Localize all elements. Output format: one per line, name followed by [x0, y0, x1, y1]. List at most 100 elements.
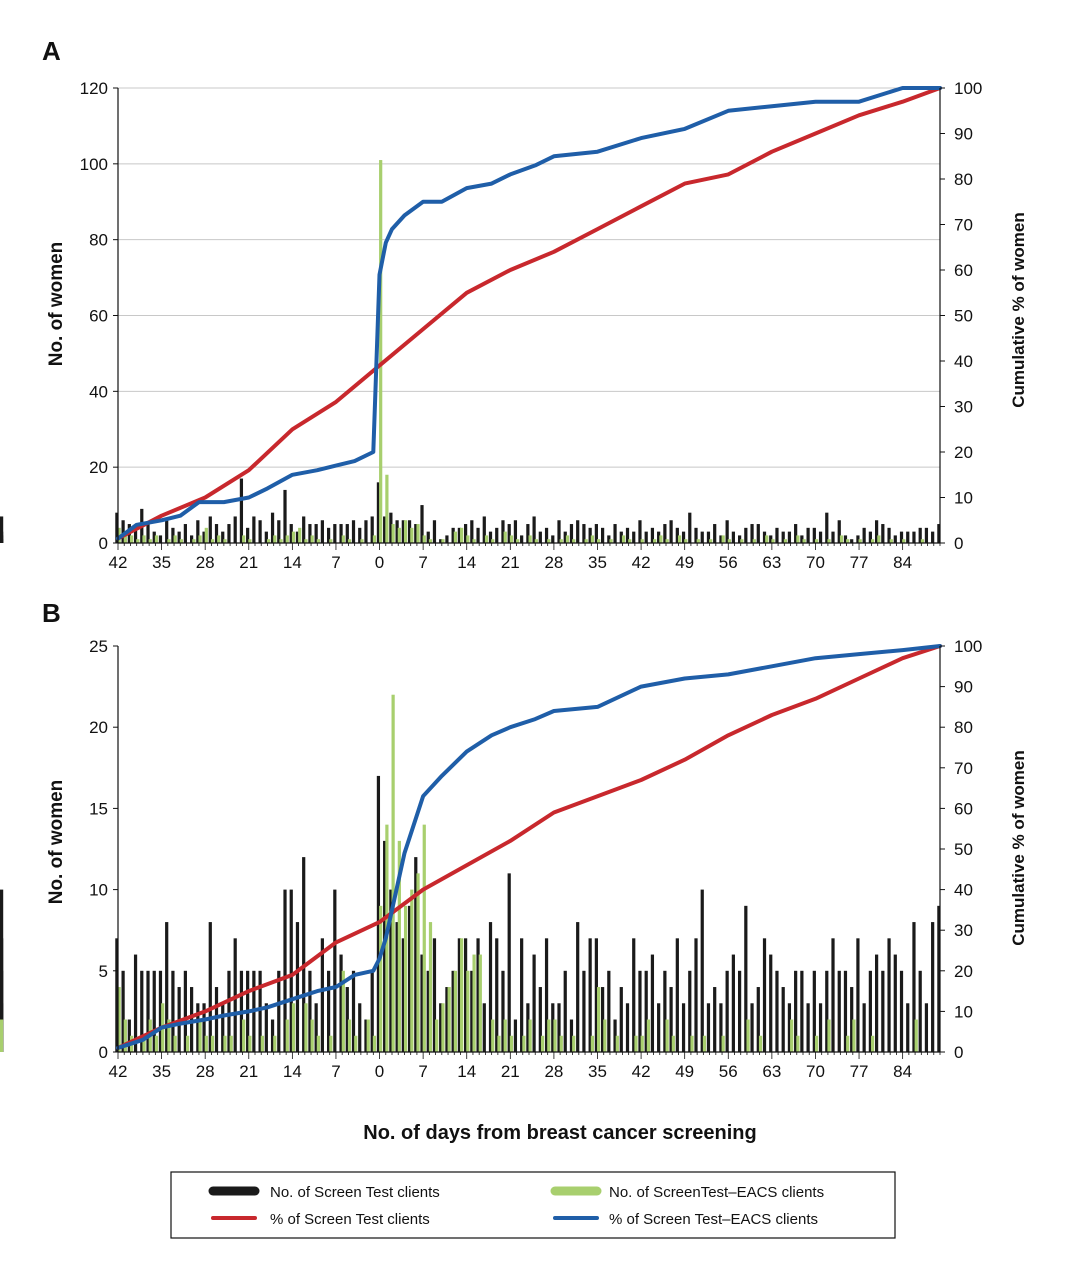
bar-a-screen-test-30 [302, 516, 306, 543]
x-tick-label-b-8: 14 [457, 1062, 476, 1081]
bar-a-eacs-72 [565, 535, 570, 543]
bar-b-eacs-61 [497, 1035, 501, 1052]
bar-b-screen-test-128 [912, 922, 916, 1052]
right-tick-label-a-9: 90 [954, 125, 973, 144]
bar-a-eacs-46 [403, 520, 408, 543]
bar-a-screen-test-93 [694, 527, 698, 543]
right-tick-label-a-8: 80 [954, 170, 973, 189]
bar-b-screen-test-18 [227, 970, 231, 1052]
bar-a-screen-test-40 [364, 520, 368, 543]
bar-a-screen-test-83 [632, 531, 636, 543]
bar-b-eacs-21 [248, 1035, 252, 1052]
bar-a-screen-test-21 [246, 527, 250, 543]
bar-b-screen-test-109 [794, 970, 798, 1052]
bar-b-screen-test-101 [744, 905, 748, 1052]
bar-b-screen-test-59 [482, 1003, 486, 1052]
bar-a-eacs-39 [360, 539, 364, 543]
x-tick-label-b-1: 35 [152, 1062, 171, 1081]
bar-b-screen-test-4 [140, 970, 144, 1052]
bar-a-screen-test-129 [918, 527, 922, 543]
bar-a-screen-test-52 [439, 539, 443, 543]
bar-b-eacs-31 [310, 1019, 314, 1052]
bar-a-eacs-98 [727, 539, 732, 543]
x-tick-label-a-10: 28 [544, 553, 563, 572]
bar-b-eacs-62 [503, 1019, 507, 1052]
bar-a-eacs-42 [379, 160, 383, 543]
bar-b-screen-test-70 [551, 1003, 555, 1052]
bar-b-screen-test-41 [370, 970, 374, 1052]
bar-b-screen-test-49 [420, 954, 424, 1052]
bar-b-screen-test-14 [202, 1003, 206, 1052]
bar-b-screen-test-60 [488, 922, 493, 1052]
bar-a-eacs-112 [814, 539, 819, 543]
right-tick-label-a-1: 10 [954, 489, 973, 508]
bar-a-eacs-59 [484, 535, 489, 543]
bar-b-screen-test-117 [843, 970, 848, 1052]
right-tick-label-a-3: 30 [954, 398, 973, 417]
bar-b-eacs-94 [702, 1035, 707, 1052]
bar-b-screen-test-67 [532, 954, 536, 1052]
bar-a-screen-test-109 [794, 524, 798, 543]
bar-b-eacs-109 [796, 1035, 800, 1052]
bar-b-screen-test-44 [389, 889, 393, 1052]
right-tick-label-b-5: 50 [954, 840, 973, 859]
bar-b-screen-test-55 [457, 938, 461, 1052]
bar-a-eacs-97 [721, 535, 725, 543]
bar-a-screen-test-23 [258, 520, 262, 543]
bar-a-eacs-124 [889, 539, 893, 543]
bar-a-eacs-109 [796, 535, 800, 543]
bar-b-screen-test-47 [407, 905, 412, 1052]
bar-a-eacs-20 [242, 535, 246, 543]
bar-b-eacs-45 [397, 840, 401, 1052]
panel-letter-b: B [42, 598, 61, 628]
bar-a-eacs-104 [765, 535, 769, 543]
bar-b-screen-test-97 [719, 1003, 723, 1052]
bar-a-eacs-54 [453, 531, 458, 543]
bar-a-eacs-49 [422, 535, 426, 543]
bar-b-screen-test-30 [302, 857, 306, 1052]
bar-b-screen-test-111 [806, 1003, 810, 1052]
bar-a-screen-test-104 [762, 531, 767, 543]
bar-a-screen-test-106 [775, 527, 779, 543]
bar-a-screen-test-110 [800, 535, 804, 543]
bar-b-screen-test-107 [781, 987, 785, 1052]
bar-b-screen-test-116 [837, 970, 841, 1052]
bar-b-screen-test-35 [333, 889, 337, 1052]
bar-b-screen-test-29 [295, 922, 300, 1052]
bar-a-eacs-93 [696, 539, 700, 543]
bar-b-screen-test-68 [538, 987, 542, 1052]
bar-b-screen-test-53 [445, 987, 449, 1052]
bar-b-screen-test-80 [613, 1019, 617, 1052]
bar-a-screen-test-38 [351, 520, 356, 543]
bar-a-eacs-95 [709, 539, 713, 543]
x-tick-label-a-11: 35 [588, 553, 607, 572]
bar-b-eacs-27 [285, 1019, 289, 1052]
bar-b-eacs-84 [640, 1035, 644, 1052]
legend-box [170, 1171, 896, 1239]
x-tick-label-a-7: 7 [418, 553, 427, 572]
x-tick-label-a-0: 42 [109, 553, 128, 572]
bar-a-screen-test-113 [818, 531, 823, 543]
bar-b-screen-test-36 [339, 954, 343, 1052]
bar-b-screen-test-58 [476, 938, 480, 1052]
bar-a-screen-test-77 [594, 524, 598, 543]
bar-b-eacs-49 [422, 824, 426, 1052]
x-tick-label-b-6: 0 [375, 1062, 384, 1081]
bar-a-screen-test-67 [532, 516, 536, 543]
bar-b-eacs-38 [354, 1035, 358, 1052]
bar-a-eacs-56 [466, 535, 470, 543]
bar-b-screen-test-8 [165, 922, 169, 1052]
bar-a-screen-test-43 [383, 516, 387, 543]
bar-a-screen-test-31 [308, 524, 312, 543]
bar-b-screen-test-45 [395, 922, 399, 1052]
bar-a-eacs-60 [491, 539, 495, 543]
bar-b-eacs-83 [634, 1035, 638, 1052]
bar-b-screen-test-34 [326, 970, 331, 1052]
bar-b-screen-test-112 [812, 970, 816, 1052]
x-axis-title: No. of days from breast cancer screening [363, 1122, 756, 1144]
bar-b-screen-test-7 [158, 970, 163, 1052]
bar-b-eacs-121 [871, 1035, 875, 1052]
x-tick-label-a-3: 21 [239, 553, 258, 572]
bar-a-eacs-67 [534, 539, 538, 543]
bar-b-screen-test-98 [725, 970, 729, 1052]
